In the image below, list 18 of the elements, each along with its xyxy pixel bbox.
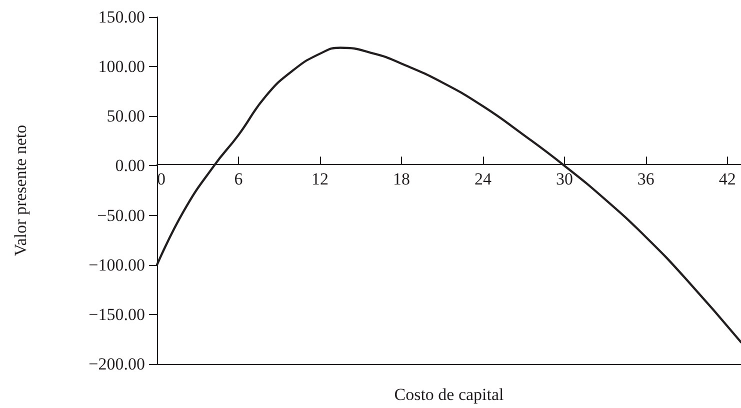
y-tick-label: 50.00	[106, 106, 145, 126]
x-tick-label: 42	[718, 170, 736, 189]
y-tick-label: −150.00	[88, 304, 145, 324]
y-tick-label: 100.00	[98, 57, 145, 76]
y-tick-label: −50.00	[97, 206, 145, 225]
x-tick-label: 12	[311, 170, 328, 189]
x-tick-label: 24	[474, 170, 492, 189]
x-tick-label: 36	[637, 170, 654, 189]
y-axis-title: Valor presente neto	[11, 124, 30, 256]
y-tick-label: −200.00	[88, 354, 145, 374]
y-tick-label: −100.00	[88, 255, 145, 274]
x-tick-label: 30	[556, 170, 573, 189]
x-tick-label: 18	[392, 170, 410, 189]
x-axis-title: Costo de capital	[394, 385, 504, 404]
y-tick-label: 150.00	[98, 8, 145, 26]
y-tick-label: 0.00	[115, 156, 145, 176]
x-tick-label: 6	[234, 170, 243, 189]
x-tick-label: 0	[157, 170, 166, 189]
